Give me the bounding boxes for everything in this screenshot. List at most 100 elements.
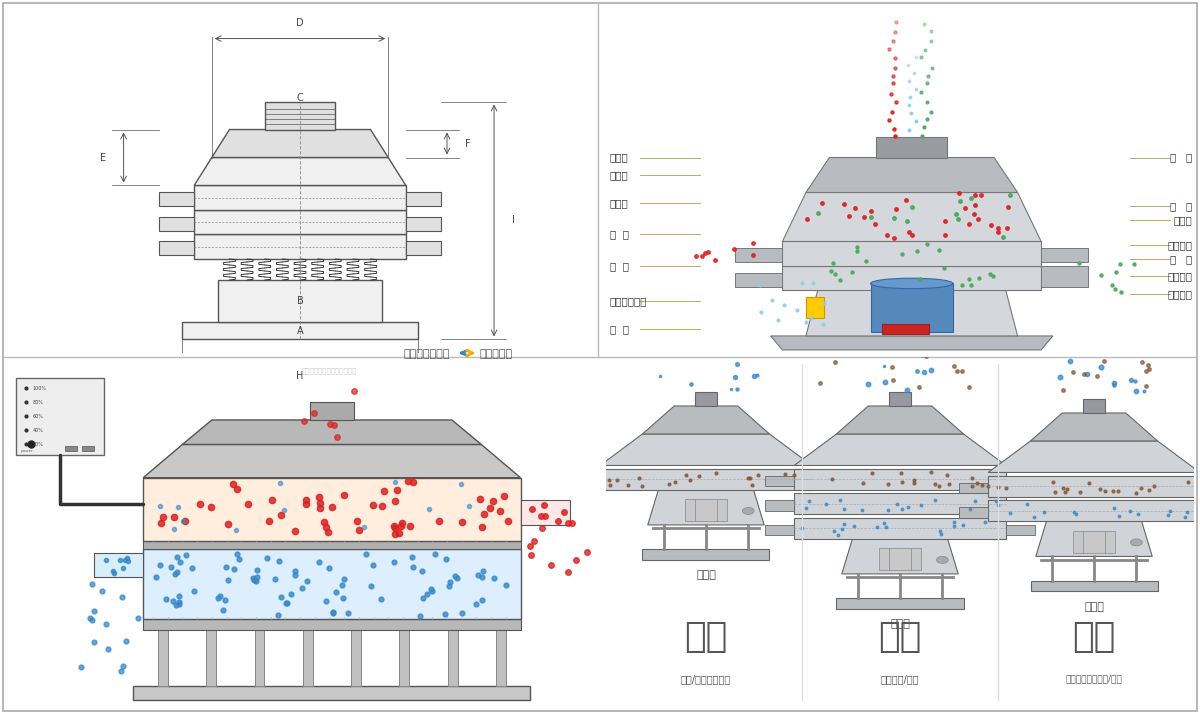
Bar (695, 392, 716, 406)
Bar (158, 193, 194, 206)
Bar (1006, 501, 1036, 511)
Bar (194, 234, 406, 259)
Bar (1006, 525, 1036, 536)
Bar (310, 403, 354, 420)
Text: 束  环: 束 环 (610, 229, 629, 239)
Bar (1006, 476, 1036, 486)
Polygon shape (770, 336, 1052, 350)
Polygon shape (1036, 521, 1152, 556)
Text: 去除异物/结块: 去除异物/结块 (881, 674, 919, 684)
Bar (521, 501, 570, 525)
Bar (876, 136, 947, 158)
Polygon shape (600, 434, 811, 466)
Bar (182, 322, 418, 339)
Bar (158, 217, 194, 231)
Text: 三层式: 三层式 (890, 619, 910, 630)
Bar (811, 476, 841, 486)
Polygon shape (794, 193, 1030, 241)
Bar (600, 469, 811, 490)
Text: A: A (296, 326, 304, 336)
Bar (764, 476, 794, 486)
Bar (1084, 399, 1105, 413)
Bar (889, 392, 911, 406)
Bar (1042, 266, 1088, 287)
Bar (406, 193, 442, 206)
Text: 外形尺寸示意图: 外形尺寸示意图 (403, 349, 450, 359)
Bar (782, 241, 1042, 266)
Bar (158, 630, 168, 686)
Bar (65, 446, 77, 451)
Text: 加重块: 加重块 (1174, 216, 1192, 226)
Bar (685, 499, 727, 521)
Text: 机  座: 机 座 (610, 324, 629, 334)
Bar (959, 483, 989, 493)
Bar (878, 548, 922, 570)
Polygon shape (211, 129, 389, 158)
Bar (400, 630, 409, 686)
Bar (1042, 248, 1088, 263)
Text: 运输固定螺栓: 运输固定螺栓 (610, 296, 648, 306)
Bar (794, 493, 1006, 514)
Text: E: E (100, 153, 106, 163)
Polygon shape (806, 291, 1018, 336)
Bar (764, 525, 794, 536)
Polygon shape (182, 420, 481, 444)
Polygon shape (806, 158, 1018, 193)
Polygon shape (841, 539, 959, 574)
Text: power: power (20, 449, 34, 453)
Bar (265, 101, 335, 129)
Text: 筛   盘: 筛 盘 (1170, 254, 1192, 264)
Bar (143, 550, 521, 619)
Polygon shape (143, 444, 521, 478)
Bar (989, 501, 1200, 521)
Bar (133, 686, 530, 700)
Text: 20%: 20% (32, 442, 44, 447)
Bar (302, 630, 312, 686)
Text: 防尘盖: 防尘盖 (610, 170, 629, 180)
Bar (143, 619, 521, 630)
Bar (194, 186, 406, 210)
Bar (806, 298, 823, 318)
Ellipse shape (936, 556, 948, 563)
Polygon shape (836, 406, 964, 434)
Text: 超声波振动筛工作原理示意图: 超声波振动筛工作原理示意图 (301, 368, 358, 374)
Polygon shape (1031, 413, 1158, 441)
Bar (794, 518, 1006, 539)
Bar (871, 283, 953, 333)
Polygon shape (642, 406, 769, 434)
Text: 出料口: 出料口 (610, 198, 629, 208)
Text: 弹  簧: 弹 簧 (610, 261, 629, 271)
Text: 结构示意图: 结构示意图 (480, 349, 514, 359)
Bar (95, 553, 143, 578)
Text: 40%: 40% (32, 428, 44, 433)
Text: I: I (511, 216, 515, 226)
Bar (571, 476, 600, 486)
Bar (448, 630, 457, 686)
Bar (882, 323, 930, 334)
Bar (406, 217, 442, 231)
Text: 80%: 80% (32, 400, 44, 405)
Bar (1073, 531, 1115, 553)
Polygon shape (782, 193, 1042, 241)
Text: 下部重锤: 下部重锤 (1166, 289, 1192, 299)
Bar (143, 540, 521, 550)
Polygon shape (989, 441, 1200, 473)
Text: C: C (296, 94, 304, 104)
Bar (1031, 581, 1158, 591)
Text: 进料口: 进料口 (610, 153, 629, 163)
Text: 除杂: 除杂 (1073, 620, 1116, 654)
Text: 振动电机: 振动电机 (1166, 271, 1192, 281)
Text: 双层式: 双层式 (1084, 602, 1104, 612)
Bar (959, 508, 989, 518)
Bar (764, 501, 794, 511)
Text: B: B (296, 296, 304, 306)
Ellipse shape (871, 278, 953, 288)
Text: 颗粒/粉末准确分级: 颗粒/粉末准确分级 (680, 674, 731, 684)
Bar (254, 630, 264, 686)
Bar (16, 378, 104, 455)
Bar (352, 630, 361, 686)
Ellipse shape (1130, 539, 1142, 546)
Text: 网   架: 网 架 (1170, 201, 1192, 211)
Bar (496, 630, 506, 686)
Polygon shape (648, 490, 764, 525)
